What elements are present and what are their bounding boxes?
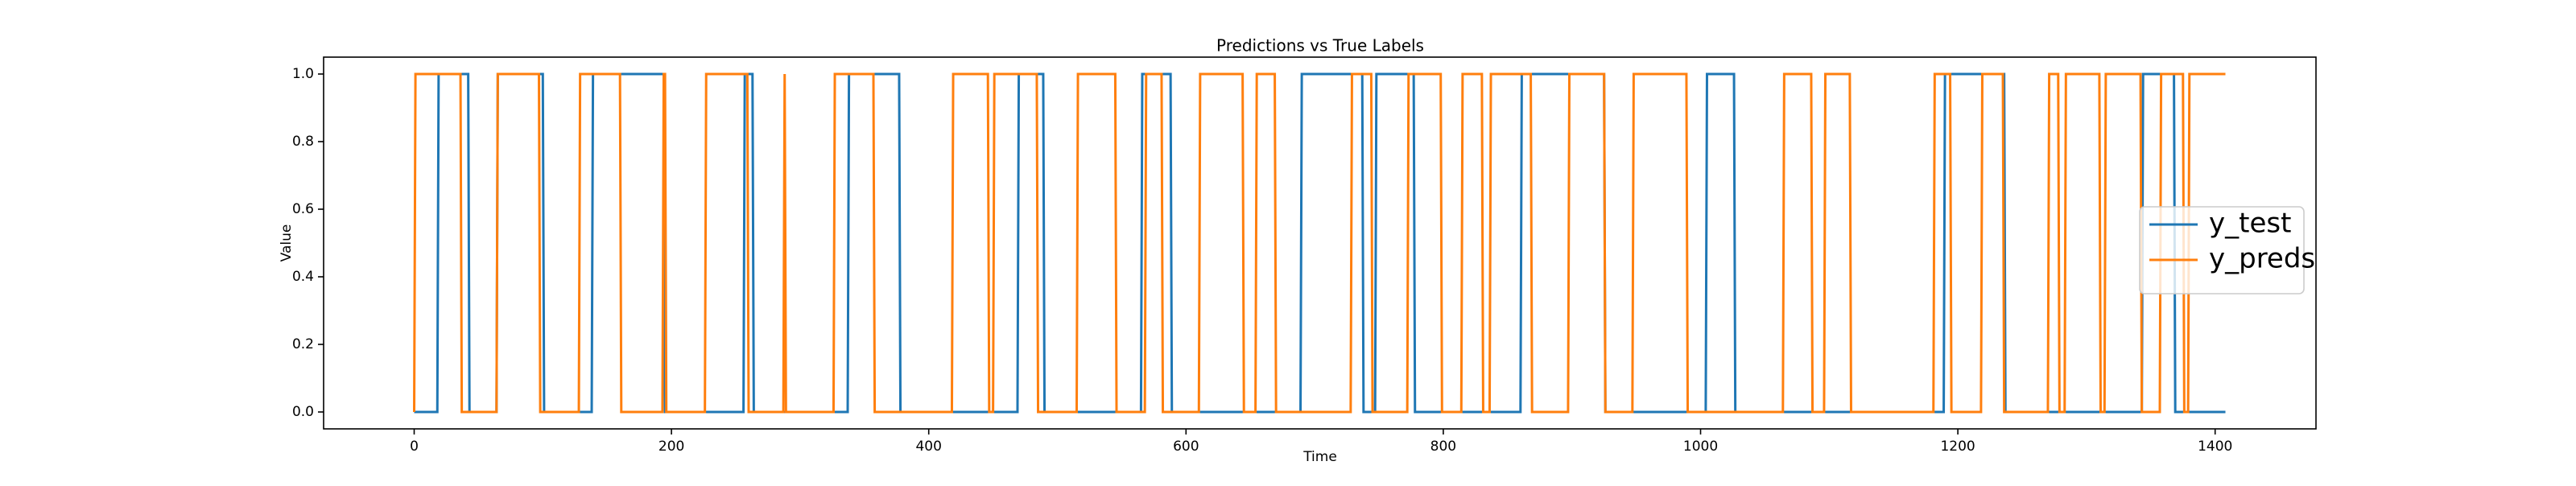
x-tick-label: 1200 bbox=[1940, 439, 1975, 455]
y-tick-label: 1.0 bbox=[292, 66, 314, 82]
x-tick-label: 0 bbox=[410, 439, 419, 455]
y-tick-label: 0.6 bbox=[292, 201, 314, 217]
y-tick-label: 0.0 bbox=[292, 404, 314, 420]
x-tick-label: 1000 bbox=[1683, 439, 1718, 455]
x-tick-label: 400 bbox=[915, 439, 941, 455]
legend-box bbox=[2139, 206, 2305, 294]
y-tick-label: 0.4 bbox=[292, 269, 314, 285]
line-series bbox=[414, 72, 2226, 414]
x-tick-label: 600 bbox=[1173, 439, 1199, 455]
y-axis-label: Value bbox=[279, 224, 295, 262]
legend-label: y_preds bbox=[2209, 243, 2315, 275]
plot-frame bbox=[323, 56, 2317, 430]
legend-label: y_test bbox=[2209, 208, 2291, 240]
chart-title: Predictions vs True Labels bbox=[1216, 36, 1424, 56]
y-tick-label: 0.2 bbox=[292, 336, 314, 352]
x-tick-label: 200 bbox=[658, 439, 684, 455]
y-tick-label: 0.8 bbox=[292, 134, 314, 150]
x-tick-label: 800 bbox=[1430, 439, 1456, 455]
x-tick-label: 1400 bbox=[2198, 439, 2232, 455]
line-series bbox=[413, 72, 2226, 414]
x-axis-label: Time bbox=[1302, 449, 1337, 465]
